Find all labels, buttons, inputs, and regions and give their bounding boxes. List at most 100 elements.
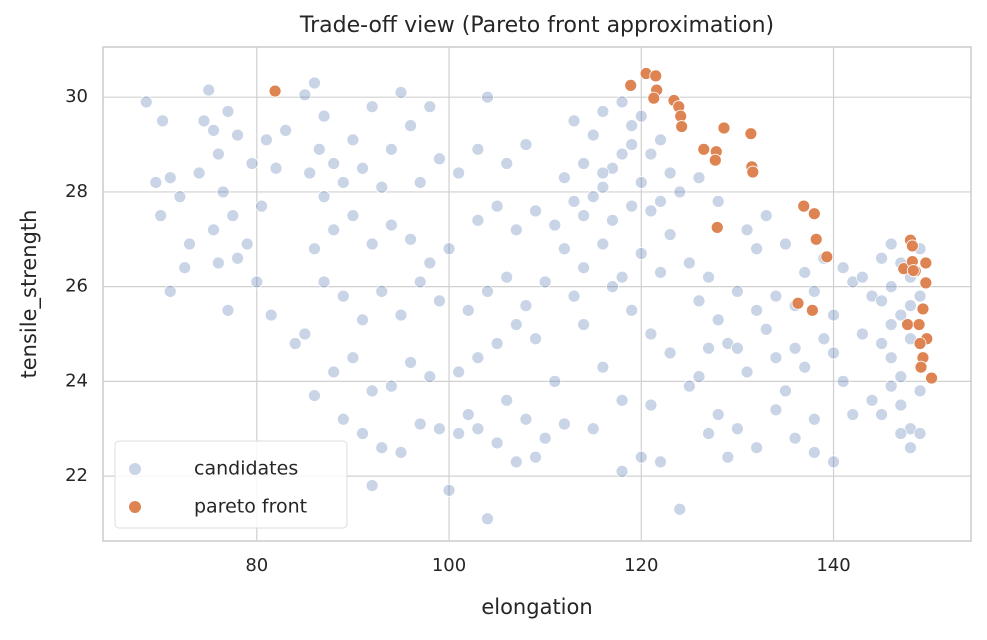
point	[557, 171, 571, 185]
point	[596, 180, 610, 194]
point	[298, 327, 312, 341]
point	[759, 322, 773, 336]
point	[308, 76, 321, 90]
point	[769, 351, 783, 365]
point	[788, 341, 802, 355]
point	[192, 166, 206, 180]
point	[692, 370, 706, 384]
point	[913, 384, 927, 398]
point	[404, 356, 417, 369]
point	[264, 308, 278, 322]
point	[384, 142, 398, 156]
point	[884, 318, 898, 331]
point	[673, 502, 687, 516]
point	[394, 86, 408, 99]
point	[529, 332, 542, 346]
point	[327, 365, 341, 379]
point	[255, 199, 269, 213]
point	[375, 284, 389, 298]
point	[548, 218, 562, 232]
point	[913, 289, 927, 303]
point	[413, 176, 427, 189]
point	[202, 83, 216, 97]
point	[731, 284, 744, 298]
point	[807, 284, 821, 298]
point	[702, 270, 715, 284]
x-tick-label: 80	[245, 555, 268, 576]
point	[538, 275, 552, 289]
point	[317, 190, 331, 204]
point	[798, 360, 812, 374]
point	[404, 119, 417, 133]
point	[413, 417, 427, 431]
point	[884, 379, 898, 393]
point	[865, 393, 879, 407]
point	[384, 218, 398, 232]
point	[260, 133, 273, 147]
point	[894, 308, 908, 322]
point	[654, 195, 667, 208]
point	[731, 422, 744, 436]
point	[577, 157, 591, 170]
point	[346, 133, 360, 147]
point	[750, 303, 764, 317]
y-tick-label: 24	[65, 370, 88, 391]
point	[586, 128, 600, 142]
point	[905, 239, 919, 253]
point	[207, 123, 220, 137]
point	[346, 351, 360, 365]
point	[586, 190, 600, 204]
y-tick-label: 30	[65, 86, 88, 107]
point	[750, 242, 764, 256]
point	[624, 78, 638, 92]
point	[509, 318, 523, 331]
point	[625, 199, 639, 213]
point	[788, 431, 802, 445]
point	[904, 441, 917, 455]
point	[567, 195, 581, 208]
point	[139, 95, 153, 109]
point	[894, 370, 908, 384]
point	[567, 114, 581, 128]
point	[500, 270, 514, 284]
point	[692, 171, 706, 185]
point	[211, 147, 225, 161]
point	[442, 483, 456, 497]
point	[711, 313, 725, 327]
y-tick-label: 26	[65, 276, 88, 297]
point	[675, 120, 689, 133]
point	[288, 337, 302, 350]
point	[836, 374, 850, 388]
point	[279, 123, 293, 137]
y-tick-label: 22	[65, 465, 88, 486]
point	[615, 270, 629, 284]
point	[596, 105, 610, 118]
point	[226, 209, 240, 223]
point	[173, 190, 187, 204]
point	[178, 261, 192, 275]
point	[548, 374, 562, 388]
point	[644, 327, 658, 341]
point	[216, 185, 230, 199]
point	[245, 157, 259, 170]
point	[509, 223, 523, 237]
point	[394, 308, 408, 322]
point	[744, 127, 758, 141]
point	[356, 161, 369, 175]
point	[721, 450, 735, 464]
point	[731, 341, 744, 355]
point	[452, 365, 466, 379]
point	[663, 228, 677, 241]
point	[519, 412, 533, 426]
point	[163, 171, 177, 185]
point	[365, 384, 379, 398]
point	[855, 327, 869, 341]
point	[682, 379, 696, 393]
point	[336, 176, 350, 189]
point	[846, 408, 860, 421]
point	[500, 393, 514, 407]
point	[634, 109, 648, 123]
point	[884, 237, 898, 251]
point	[519, 299, 533, 313]
